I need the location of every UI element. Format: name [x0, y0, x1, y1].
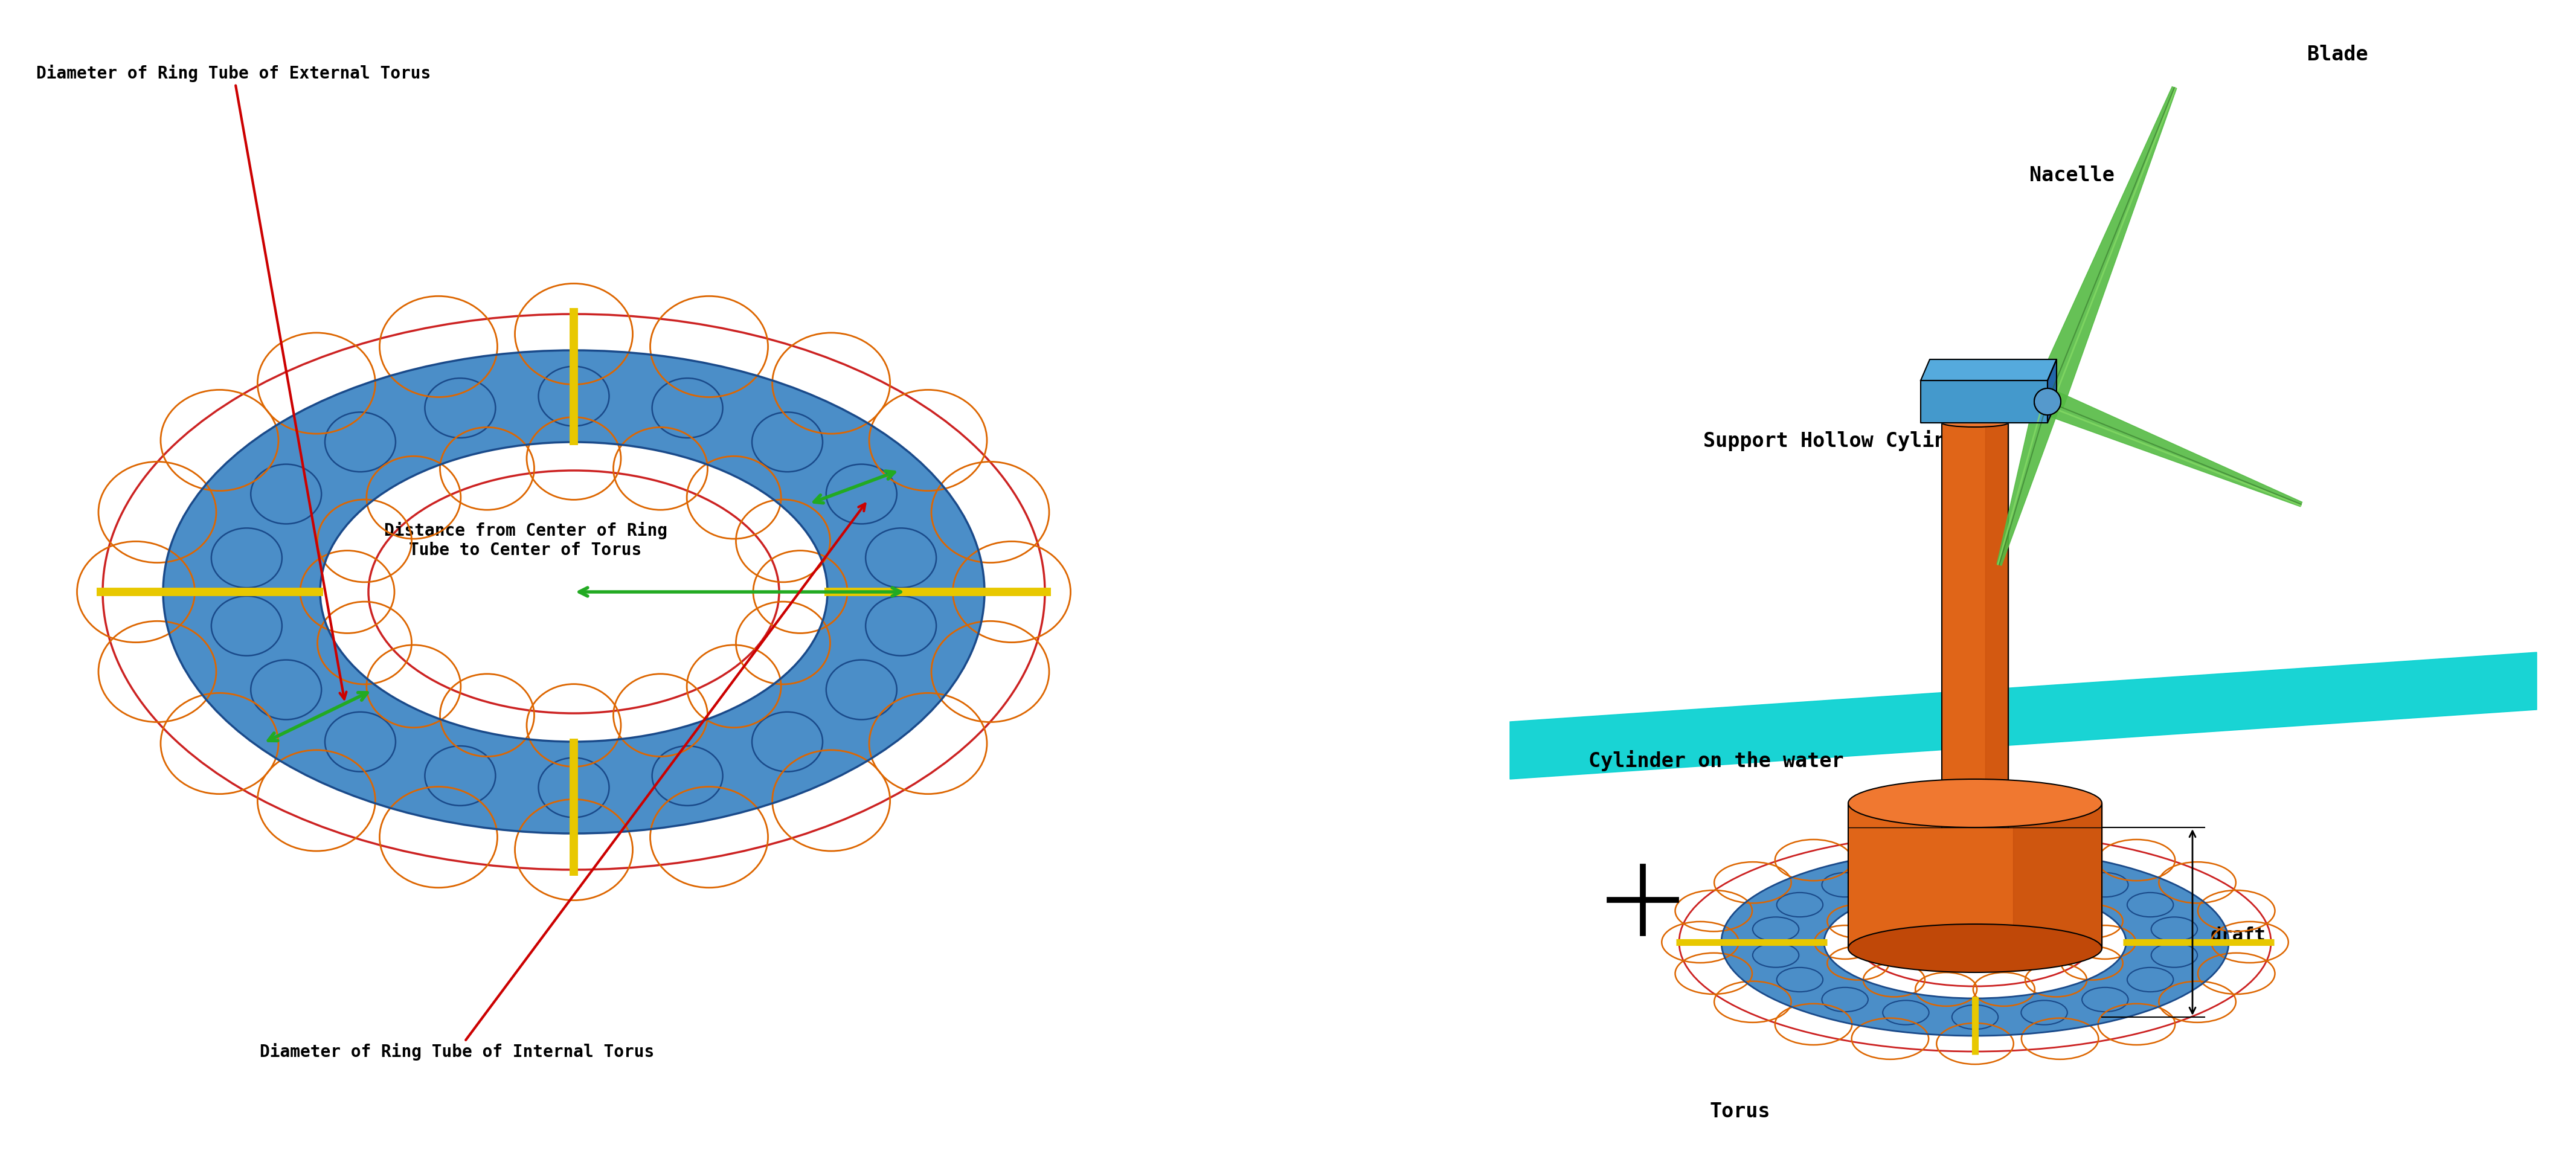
Polygon shape [2032, 87, 2177, 408]
Circle shape [2035, 388, 2061, 415]
Polygon shape [162, 350, 984, 833]
Text: Blade: Blade [2308, 45, 2367, 65]
Polygon shape [1986, 423, 2009, 828]
Polygon shape [1922, 380, 2048, 423]
Circle shape [2035, 388, 2061, 415]
Polygon shape [1721, 849, 2228, 1036]
Text: Diameter of Ring Tube of Internal Torus: Diameter of Ring Tube of Internal Torus [260, 504, 866, 1060]
Polygon shape [1942, 423, 2009, 828]
Polygon shape [2048, 360, 2056, 423]
Text: draft: draft [2210, 926, 2267, 944]
Text: Nacelle: Nacelle [2030, 165, 2115, 185]
Ellipse shape [1847, 779, 2102, 828]
Text: Cylinder on the water: Cylinder on the water [1589, 750, 1844, 771]
Polygon shape [1922, 360, 2056, 380]
Ellipse shape [1847, 924, 2102, 972]
Polygon shape [2043, 390, 2303, 506]
Text: Support Hollow Cylinder: Support Hollow Cylinder [1703, 430, 1984, 451]
Polygon shape [2012, 803, 2102, 948]
Polygon shape [1847, 803, 2102, 948]
Ellipse shape [1942, 418, 2009, 427]
Text: Distance from Center of Ring
Tube to Center of Torus: Distance from Center of Ring Tube to Cen… [384, 521, 667, 558]
Polygon shape [1510, 652, 2537, 779]
Polygon shape [1996, 398, 2061, 565]
Text: Torus: Torus [1710, 1102, 1770, 1121]
Text: Diameter of Ring Tube of External Torus: Diameter of Ring Tube of External Torus [36, 65, 430, 699]
